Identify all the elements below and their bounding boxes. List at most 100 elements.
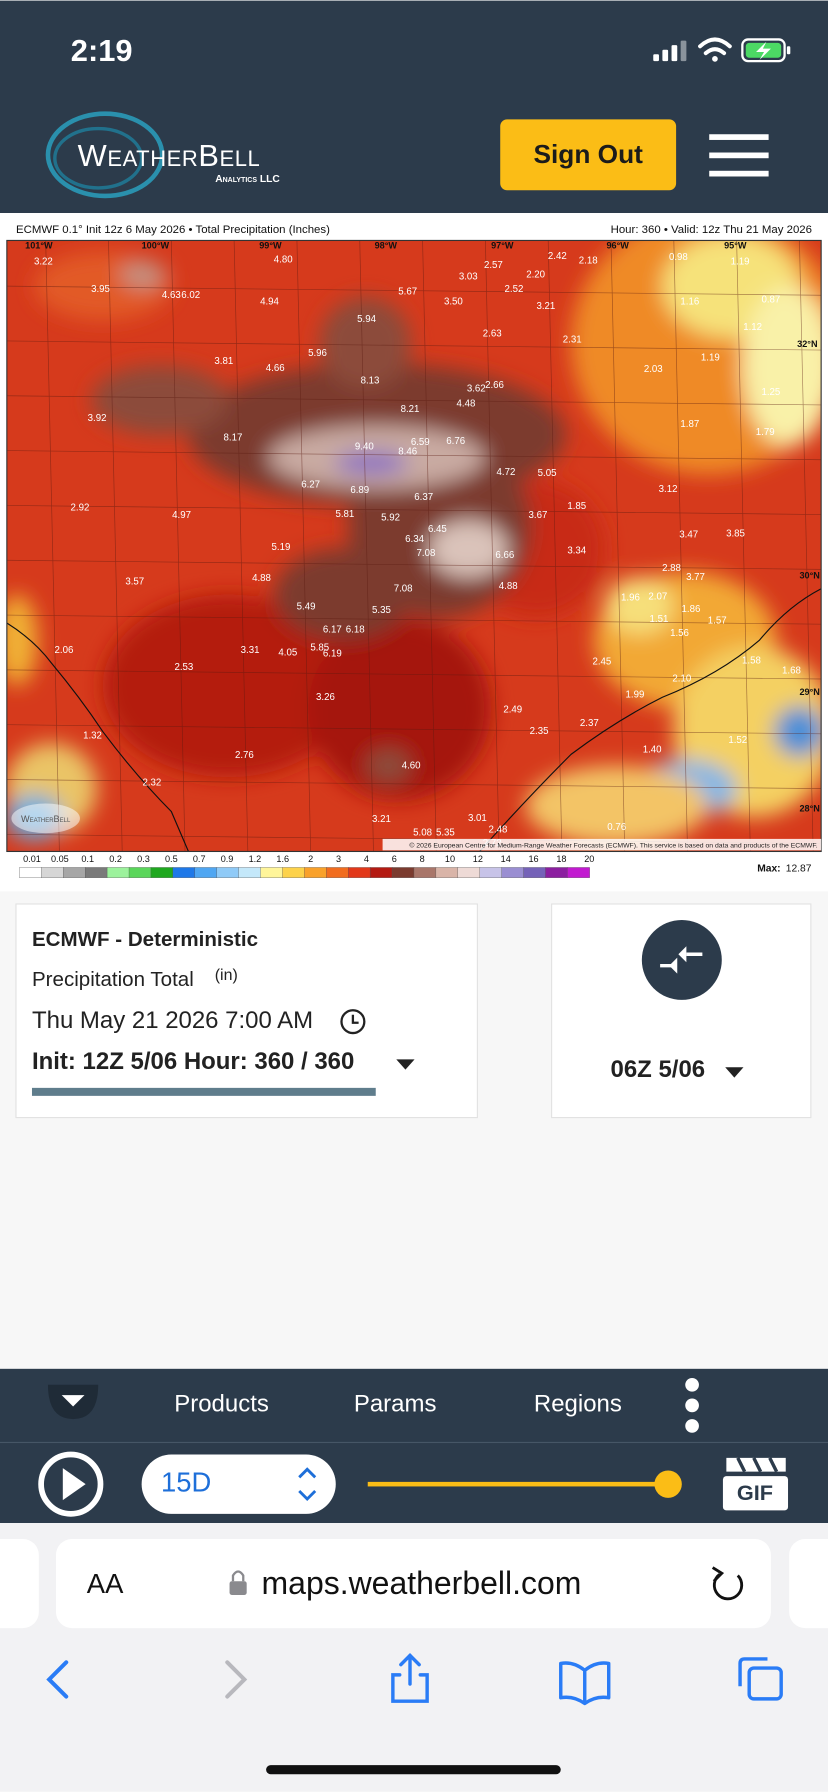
precip-area — [6, 594, 38, 686]
logo-text: WeatherBell — [78, 138, 261, 173]
precip-label: 1.87 — [680, 419, 699, 430]
products-tab[interactable]: Products — [174, 1391, 269, 1418]
precip-label: 1.16 — [680, 297, 699, 308]
grid-label: 97°W — [491, 241, 514, 251]
precip-label: 4.97 — [172, 510, 191, 521]
county-line — [6, 340, 822, 351]
run-select[interactable]: 06Z 5/06 — [611, 1056, 706, 1083]
back-button[interactable] — [46, 1660, 69, 1699]
prev-tab[interactable] — [0, 1538, 39, 1629]
county-line — [6, 450, 822, 461]
county-line — [6, 724, 822, 735]
scale-label: 12 — [473, 854, 483, 864]
next-tab[interactable] — [789, 1538, 828, 1629]
precip-label: 2.03 — [644, 364, 663, 375]
precip-label: 6.37 — [414, 492, 433, 503]
grid-label: 30°N — [799, 571, 819, 581]
county-line — [6, 614, 822, 625]
precip-label: 8.17 — [224, 433, 243, 444]
param-name: Precipitation Total — [32, 968, 194, 991]
map-title: ECMWF 0.1° Init 12z 6 May 2026 • Total P… — [16, 224, 330, 236]
gif-button[interactable]: GIF — [722, 1457, 789, 1511]
time-slider-track[interactable] — [367, 1481, 667, 1487]
scale-swatch — [304, 867, 327, 878]
precip-label: 4.88 — [499, 581, 518, 592]
battery-icon — [741, 38, 791, 63]
address-bar[interactable] — [55, 1538, 771, 1629]
precip-label: 1.19 — [731, 257, 750, 268]
scale-label: 0.5 — [165, 854, 178, 864]
scale-label: 3 — [336, 854, 341, 864]
precip-area — [274, 548, 412, 641]
precip-label: 4.94 — [260, 297, 279, 308]
init-dropdown[interactable] — [396, 1059, 415, 1070]
precip-label: 1.40 — [643, 744, 662, 755]
county-line — [6, 669, 822, 680]
precip-label: 1.52 — [728, 735, 747, 746]
precip-label: 1.12 — [743, 322, 762, 333]
scale-swatch — [413, 867, 437, 878]
sign-out-button[interactable] — [500, 119, 677, 191]
county-line — [736, 240, 751, 852]
precip-label: 5.35 — [372, 605, 391, 616]
scale-label: 0.7 — [193, 854, 206, 864]
forward-button[interactable] — [225, 1660, 248, 1699]
county-line — [673, 240, 688, 852]
precip-label: 4.05 — [278, 647, 297, 658]
run-dropdown[interactable] — [725, 1067, 744, 1078]
precip-label: 1.85 — [567, 501, 586, 512]
scale-label: 16 — [528, 854, 538, 864]
model-name: ECMWF - Deterministic — [32, 928, 258, 951]
scale-swatch — [19, 867, 42, 878]
bookmarks-button[interactable] — [559, 1661, 611, 1706]
init-hour[interactable]: Init: 12Z 5/06 Hour: 360 / 360 — [32, 1048, 354, 1075]
max-value: 12.87 — [786, 863, 812, 874]
precip-area — [308, 617, 492, 801]
precip-label: 4.66 — [266, 363, 285, 374]
time-slider-handle[interactable] — [654, 1470, 682, 1498]
max-label: Max: — [757, 863, 780, 874]
grid-label: 101°W — [25, 241, 53, 251]
more-button[interactable] — [685, 1377, 699, 1433]
grid-label: 32°N — [797, 339, 817, 349]
precip-area — [774, 706, 822, 757]
precip-label: 1.56 — [670, 628, 689, 639]
precip-label: 2.32 — [142, 777, 161, 788]
params-tab[interactable]: Params — [354, 1391, 437, 1418]
copyright-bg — [382, 838, 822, 851]
scale-swatch — [172, 867, 196, 878]
share-button[interactable] — [391, 1653, 429, 1703]
map-valid: Hour: 360 • Valid: 12z Thu 21 May 2026 — [611, 224, 812, 236]
precip-label: 5.94 — [357, 314, 376, 325]
grid-label: 99°W — [259, 241, 282, 251]
county-line — [485, 240, 500, 852]
tabs-button[interactable] — [738, 1657, 783, 1701]
play-button[interactable] — [38, 1451, 104, 1517]
county-line — [6, 395, 822, 406]
bottom-toolbar — [0, 1368, 828, 1523]
regions-tab[interactable]: Regions — [534, 1391, 622, 1418]
logo[interactable]: WeatherBell Analytics LLC — [45, 111, 280, 199]
gif-label: GIF — [737, 1480, 773, 1505]
scale-swatch — [216, 867, 240, 878]
collapse-icon — [61, 1395, 85, 1407]
grid-label: 100°W — [142, 241, 170, 251]
range-select[interactable] — [141, 1454, 336, 1514]
url[interactable]: maps.weatherbell.com — [262, 1565, 582, 1601]
text-size-button[interactable]: AA — [87, 1568, 124, 1599]
compare-button[interactable] — [641, 919, 722, 1000]
precip-area — [319, 297, 412, 389]
app-header — [0, 0, 828, 214]
precip-label: 1.58 — [742, 655, 761, 666]
scale-label: 10 — [445, 854, 455, 864]
precip-label: 1.19 — [701, 353, 720, 364]
copyright: © 2026 European Centre for Medium-Range … — [409, 842, 817, 850]
precip-label: 7.08 — [394, 583, 413, 594]
scale-swatch — [435, 867, 459, 878]
precip-label: 5.49 — [297, 602, 316, 613]
menu-button[interactable] — [709, 134, 769, 177]
precip-label: 2.49 — [503, 704, 522, 715]
precip-label: 4.80 — [274, 254, 293, 265]
clock-icon[interactable] — [340, 1009, 366, 1035]
precip-label: 6.18 — [346, 624, 365, 635]
